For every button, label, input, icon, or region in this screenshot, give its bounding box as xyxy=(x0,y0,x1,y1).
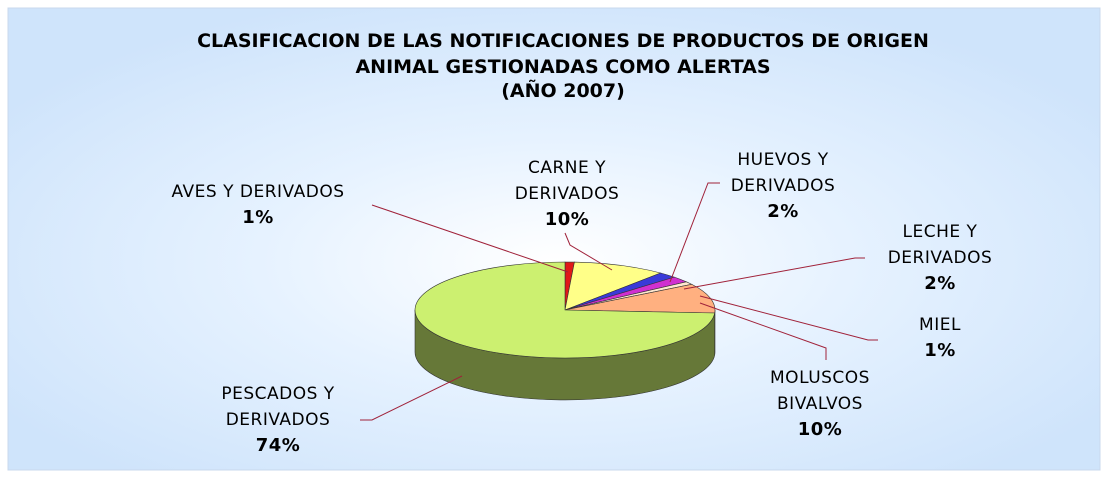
value-label: 1% xyxy=(924,340,956,361)
value-label: 10% xyxy=(797,419,843,440)
leader-line xyxy=(699,295,878,341)
leader-line xyxy=(564,232,613,271)
data-label: MIEL 1% xyxy=(890,312,990,364)
leader-line xyxy=(699,302,827,360)
slice xyxy=(564,261,662,311)
value-label: 2% xyxy=(924,273,956,294)
slice xyxy=(564,283,716,314)
slice xyxy=(414,261,716,359)
data-label: AVES Y DERIVADOS 1% xyxy=(128,179,388,231)
category-label: HUEVOS Y DERIVADOS xyxy=(730,150,836,196)
category-label: MIEL xyxy=(919,315,961,335)
data-label: HUEVOS Y DERIVADOS 2% xyxy=(713,147,853,225)
chart-subtitle: (AÑO 2007) xyxy=(501,80,625,102)
leader-line xyxy=(371,204,569,273)
value-label: 10% xyxy=(544,209,590,230)
category-label: PESCADOS Y DERIVADOS xyxy=(221,384,335,430)
category-label: CARNE Y DERIVADOS xyxy=(514,158,620,204)
chart-title: CLASIFICACION DE LAS NOTIFICACIONES DE P… xyxy=(197,30,929,78)
data-label: LECHE Y DERIVADOS 2% xyxy=(870,219,1010,297)
leader-line xyxy=(683,257,865,290)
pie xyxy=(414,261,716,401)
leader-lines xyxy=(360,182,878,421)
value-label: 1% xyxy=(242,207,274,228)
leader-line xyxy=(360,375,463,421)
category-label: AVES Y DERIVADOS xyxy=(171,182,345,202)
category-label: MOLUSCOS BIVALVOS xyxy=(770,368,870,414)
category-label: LECHE Y DERIVADOS xyxy=(887,222,993,268)
value-label: 2% xyxy=(767,201,799,222)
value-label: 74% xyxy=(255,435,301,456)
data-label: MOLUSCOS BIVALVOS 10% xyxy=(745,365,895,443)
leader-line xyxy=(669,182,720,283)
data-label: CARNE Y DERIVADOS 10% xyxy=(502,155,632,233)
data-label: PESCADOS Y DERIVADOS 74% xyxy=(203,381,353,459)
